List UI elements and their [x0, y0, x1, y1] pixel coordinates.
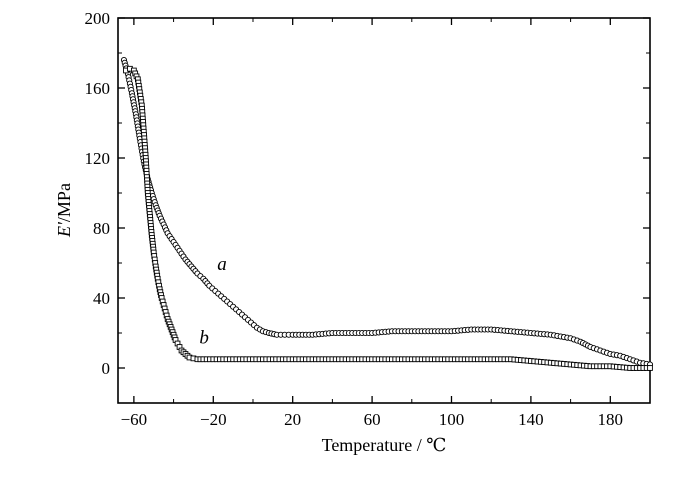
series-a — [120, 56, 654, 368]
tick-labels: −60 −20 20 60 100 140 180 0 40 80 120 160 200 — [85, 9, 624, 429]
y-tick-label: 120 — [85, 149, 111, 168]
x-tick-label: 140 — [518, 410, 544, 429]
curve-label-b: b — [199, 328, 209, 349]
y-axis-label-symbol: E' — [54, 221, 74, 238]
y-tick-label: 0 — [102, 359, 111, 378]
y-tick-label: 200 — [85, 9, 111, 28]
x-axis-label: Temperature / ℃ — [322, 435, 447, 455]
x-tick-label: 100 — [439, 410, 465, 429]
x-tick-label: −60 — [121, 410, 148, 429]
x-tick-label: 180 — [598, 410, 624, 429]
y-axis-label: E'/MPa — [54, 183, 74, 238]
curve-annotations: ab — [199, 254, 226, 349]
plot-frame — [117, 17, 651, 404]
x-tick-label: 60 — [364, 410, 381, 429]
x-tick-label: 20 — [284, 410, 301, 429]
y-tick-label: 160 — [85, 79, 111, 98]
series-b-point — [647, 365, 653, 371]
x-tick-label: −20 — [200, 410, 227, 429]
series-b — [123, 65, 653, 371]
curve-label-a: a — [217, 254, 227, 275]
axis-ticks — [118, 17, 651, 404]
y-axis-label-unit: /MPa — [54, 183, 74, 222]
y-tick-label: 40 — [93, 289, 110, 308]
y-tick-label: 80 — [93, 219, 110, 238]
